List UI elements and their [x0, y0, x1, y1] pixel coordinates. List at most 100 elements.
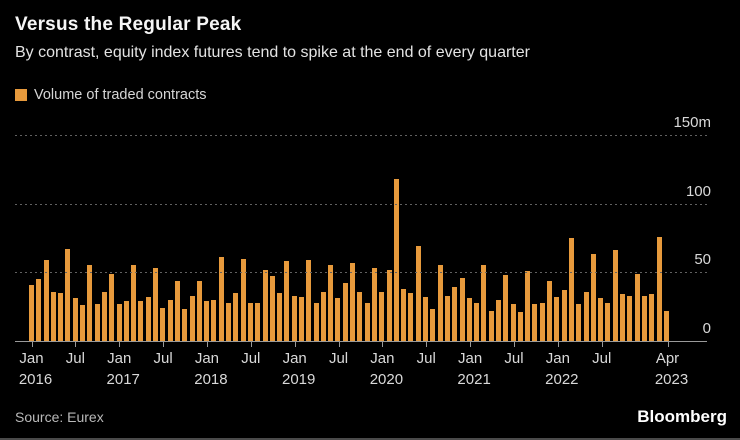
bar-series	[29, 135, 670, 341]
bar	[641, 295, 647, 341]
bar	[58, 292, 64, 341]
page-title: Versus the Regular Peak	[15, 14, 242, 35]
x-axis-label-year: 2023	[654, 371, 689, 388]
source-note: Source: Eurex	[15, 409, 104, 425]
bar	[167, 299, 173, 341]
bar	[663, 310, 669, 341]
bar	[247, 302, 253, 341]
bar	[211, 299, 217, 341]
bar	[160, 308, 166, 341]
x-tick	[250, 341, 252, 347]
bar	[415, 246, 421, 341]
bar	[393, 178, 399, 341]
gridline-100	[15, 203, 707, 205]
x-tick	[206, 341, 208, 347]
x-axis-label-month: Jul	[416, 350, 436, 367]
bar	[320, 291, 326, 341]
bar	[627, 295, 633, 341]
bar	[620, 294, 626, 341]
y-axis-label: 100	[685, 182, 711, 200]
bar	[313, 302, 319, 341]
bar	[408, 292, 414, 341]
gridline-50	[15, 272, 707, 274]
bar	[656, 236, 662, 341]
x-axis-label-month: Jan	[19, 350, 44, 367]
bar	[269, 276, 275, 341]
x-axis-label-year: 2019	[281, 371, 316, 388]
x-axis-label-year: 2021	[457, 371, 491, 388]
bar	[525, 270, 531, 341]
bar	[386, 269, 392, 341]
bar	[29, 284, 34, 341]
bar	[123, 301, 129, 341]
x-axis-label-year: 2022	[545, 371, 579, 388]
x-tick	[163, 341, 165, 347]
x-axis-label-month: Jan	[194, 350, 220, 367]
bar	[583, 291, 589, 341]
bar	[444, 295, 450, 341]
bar	[430, 309, 436, 341]
bar	[109, 273, 115, 341]
bar	[598, 298, 604, 341]
bar	[342, 283, 348, 341]
x-axis-label-year: 2018	[194, 371, 228, 388]
bar	[174, 280, 180, 341]
bar	[634, 273, 640, 341]
bar	[503, 275, 509, 341]
bar	[262, 269, 268, 341]
bar	[116, 303, 122, 341]
bar	[568, 238, 574, 341]
x-tick	[426, 341, 428, 347]
bar	[87, 265, 93, 341]
bar	[65, 249, 71, 341]
x-axis-label-month: Jul	[328, 350, 349, 367]
bar	[474, 302, 480, 341]
bar	[196, 280, 202, 341]
x-axis-label-month: Jan	[545, 350, 570, 367]
x-tick	[513, 341, 515, 347]
bar	[284, 261, 290, 341]
x-axis-label-month: Jan	[370, 350, 395, 367]
bar	[277, 292, 283, 341]
legend: Volume of traded contracts	[15, 87, 207, 103]
bar	[189, 295, 195, 341]
legend-label: Volume of traded contracts	[34, 87, 207, 103]
bar	[138, 301, 144, 341]
bar	[481, 265, 487, 341]
bar	[298, 297, 304, 341]
bar	[291, 295, 297, 341]
bar	[532, 303, 538, 341]
x-axis-label-month: Jan	[107, 350, 132, 367]
bar	[452, 287, 458, 341]
bar	[554, 297, 560, 341]
bar	[590, 254, 596, 341]
x-tick	[75, 341, 77, 347]
bar	[328, 265, 334, 341]
x-axis-label-year: 2016	[18, 371, 53, 388]
x-axis-label-month: Jan	[458, 350, 483, 367]
x-tick	[31, 341, 33, 347]
bar	[80, 305, 86, 341]
x-tick	[557, 341, 559, 347]
bar	[218, 257, 224, 341]
bar	[371, 268, 377, 341]
x-axis-label-month: Jul	[65, 350, 85, 367]
x-axis-label-year: 2017	[106, 371, 140, 388]
x-tick	[294, 341, 296, 347]
bar	[561, 290, 567, 341]
gridline-0	[15, 341, 707, 342]
bar	[94, 303, 100, 341]
bar	[510, 303, 516, 341]
bar	[401, 288, 407, 341]
x-axis-label-month: Apr	[655, 350, 680, 367]
x-tick	[382, 341, 384, 347]
bar	[539, 302, 545, 341]
x-axis-label-month: Jan	[282, 350, 307, 367]
legend-swatch-icon	[15, 89, 27, 101]
bar	[306, 259, 312, 341]
bar	[357, 291, 363, 341]
bar	[547, 280, 553, 341]
bar	[466, 298, 472, 341]
bloomberg-logo: Bloomberg	[637, 407, 727, 426]
